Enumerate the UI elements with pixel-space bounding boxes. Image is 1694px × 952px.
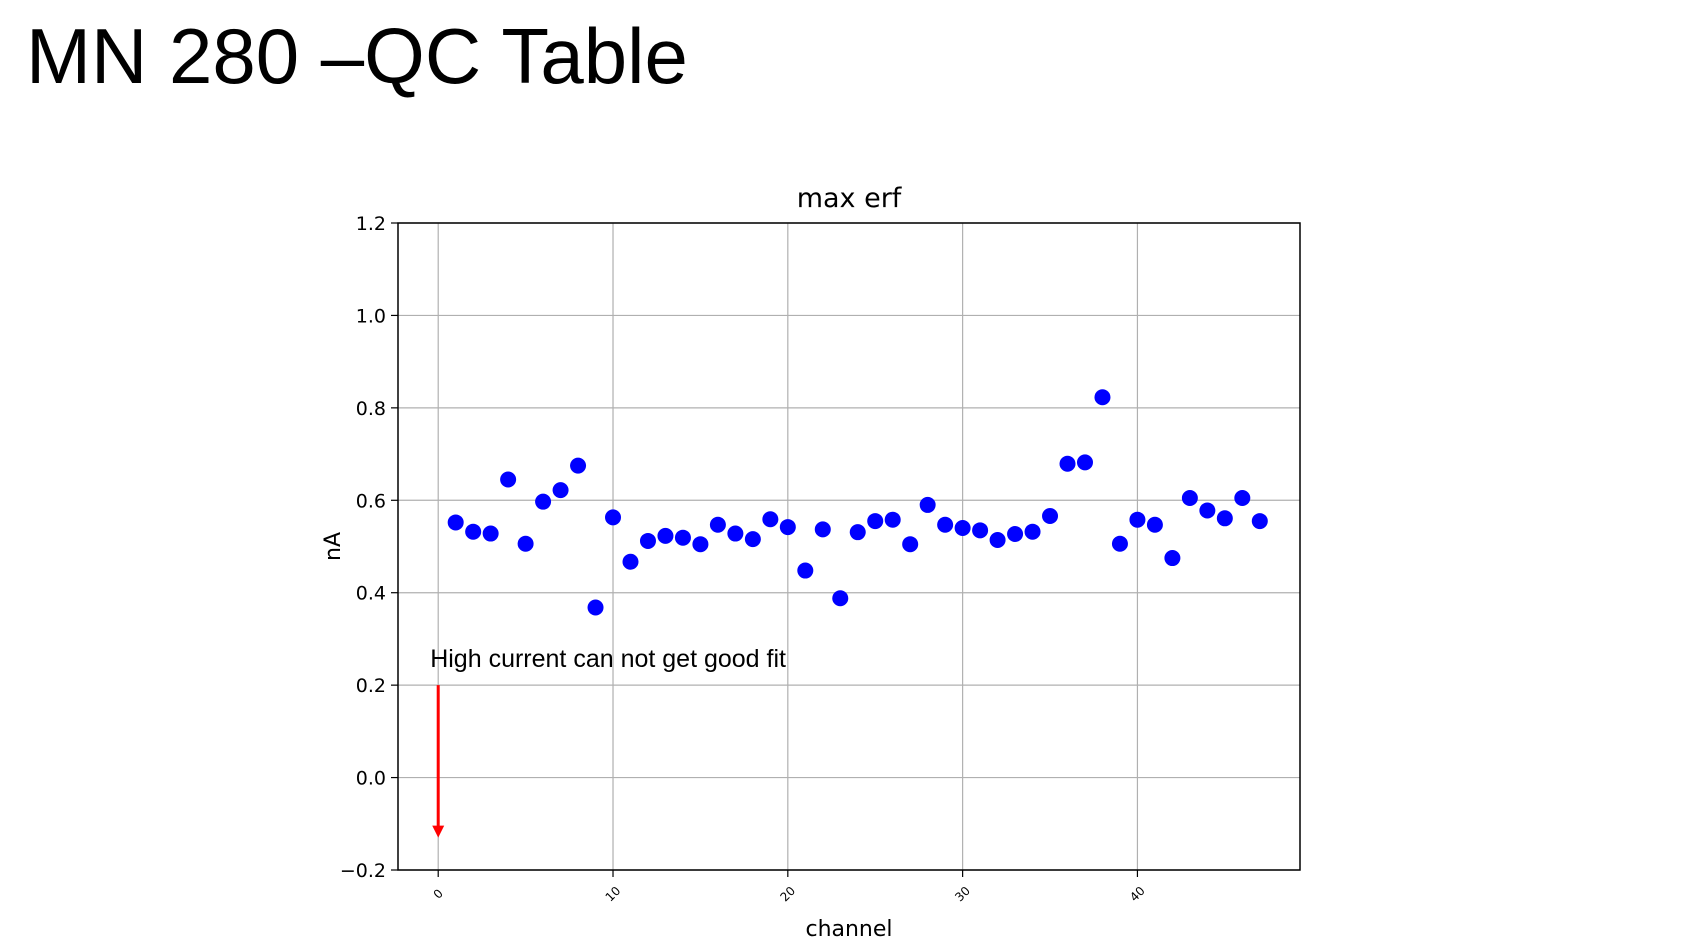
data-point <box>1199 502 1216 519</box>
data-point <box>1007 526 1024 543</box>
data-point <box>570 457 587 474</box>
data-point <box>954 520 971 537</box>
data-point <box>989 532 1006 549</box>
y-tick-label: −0.2 <box>340 860 386 882</box>
data-point <box>849 524 866 541</box>
annotation-text: High current can not get good fit <box>430 645 786 673</box>
x-tick-label: 0 <box>431 886 446 901</box>
data-point <box>709 516 726 533</box>
data-point <box>867 513 884 530</box>
data-point <box>500 471 517 488</box>
data-point <box>674 529 691 546</box>
data-point <box>605 509 622 526</box>
data-point <box>937 516 954 533</box>
annotation-arrow-head <box>432 825 445 838</box>
grid-lines <box>398 222 1300 871</box>
data-point <box>482 525 499 542</box>
data-point <box>1251 513 1268 530</box>
y-axis-label: nA <box>321 532 346 561</box>
data-point <box>657 527 674 544</box>
data-point <box>919 496 936 513</box>
x-tick-label: 10 <box>603 884 624 905</box>
data-point <box>517 535 534 552</box>
data-point <box>1076 454 1093 471</box>
data-point <box>1146 516 1163 533</box>
y-tick-label: 0.6 <box>356 490 386 512</box>
data-point <box>535 493 552 510</box>
data-point <box>622 553 639 570</box>
data-point <box>797 562 814 579</box>
data-point <box>1129 511 1146 528</box>
x-tick-label: 20 <box>777 884 798 905</box>
y-tick-label: 1.2 <box>356 213 386 235</box>
data-point <box>902 536 919 553</box>
data-point <box>1234 489 1251 506</box>
y-tick-label: 0.0 <box>356 768 386 790</box>
y-tick-label: 1.0 <box>356 305 386 327</box>
data-point <box>552 482 569 499</box>
data-point <box>1164 550 1181 567</box>
data-point <box>1059 455 1076 472</box>
data-point <box>779 519 796 536</box>
data-point <box>1024 523 1041 540</box>
data-point <box>727 525 744 542</box>
data-point <box>587 599 604 616</box>
data-point <box>1042 507 1059 524</box>
y-tick-label: 0.2 <box>356 675 386 697</box>
slide-title: MN 280 –QC Table <box>26 12 688 100</box>
x-axis-ticks: 0 10 20 30 40 <box>431 870 1148 904</box>
x-axis-label: channel <box>805 917 892 942</box>
data-point <box>762 511 779 528</box>
annotation-group: High current can not get good fit <box>430 645 786 838</box>
data-point <box>1216 510 1233 527</box>
data-point <box>465 523 482 540</box>
chart-title: max erf <box>797 183 903 214</box>
x-tick-label: 30 <box>952 884 973 905</box>
plot-frame <box>397 222 1301 871</box>
data-point <box>832 590 849 607</box>
y-tick-label: 0.4 <box>356 583 386 605</box>
data-point <box>744 531 761 548</box>
data-point <box>1181 489 1198 506</box>
data-points <box>447 389 1268 616</box>
x-tick-label: 40 <box>1127 884 1148 905</box>
data-point <box>1111 535 1128 552</box>
data-point <box>639 532 656 549</box>
y-axis-ticks: −0.2 0.0 0.2 0.4 0.6 0.8 1.0 1.2 <box>340 213 398 882</box>
data-point <box>1094 389 1111 406</box>
data-point <box>692 536 709 553</box>
data-point <box>447 514 464 531</box>
data-point <box>884 511 901 528</box>
y-tick-label: 0.8 <box>356 398 386 420</box>
data-point <box>814 521 831 538</box>
data-point <box>972 522 989 539</box>
